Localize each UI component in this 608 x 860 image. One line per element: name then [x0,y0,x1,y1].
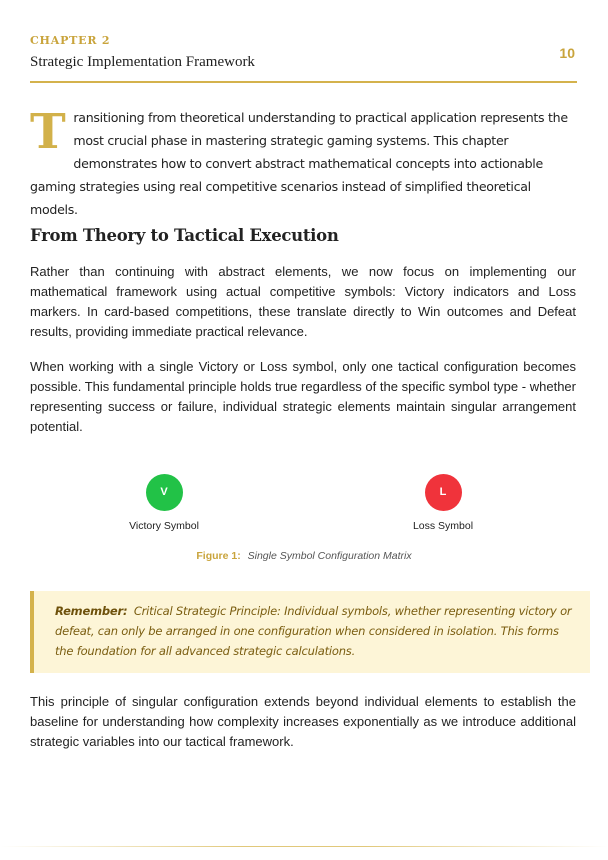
page-header: CHAPTER 2 Strategic Implementation Frame… [30,34,577,83]
victory-symbol-label: Victory Symbol [129,520,199,532]
loss-symbol-label: Loss Symbol [412,520,474,532]
victory-circle-icon: V [145,474,183,511]
section-heading: From Theory to Tactical Execution [30,226,339,245]
remember-callout: Remember: Critical Strategic Principle: … [30,591,590,673]
closing-paragraph: This principle of singular configuration… [30,694,576,749]
callout-text: Critical Strategic Principle: Individual… [55,604,572,658]
body-paragraph-1: Rather than continuing with abstract ele… [30,264,576,339]
figure-caption: Figure 1: Single Symbol Configuration Ma… [30,550,578,562]
figure-1: V Victory Symbol L Loss Symbol Figure 1:… [30,470,578,570]
chapter-title: Strategic Implementation Framework [30,54,255,70]
figure-caption-label: Figure 1: [196,550,241,562]
drop-cap: T [30,104,66,160]
figure-caption-text: Single Symbol Configuration Matrix [247,550,412,562]
intro-paragraph: T ransitioning from theoretical understa… [30,106,578,221]
body-paragraph-2: When working with a single Victory or Lo… [30,359,576,434]
intro-text: ransitioning from theoretical understand… [30,110,568,217]
chapter-label: CHAPTER 2 [30,34,111,47]
loss-circle-icon: L [424,474,462,511]
footer-divider [0,846,608,847]
page-number: 10 [559,45,575,61]
loss-symbol: L Loss Symbol [383,474,503,532]
victory-symbol: V Victory Symbol [104,474,224,532]
callout-label: Remember: [55,604,128,618]
